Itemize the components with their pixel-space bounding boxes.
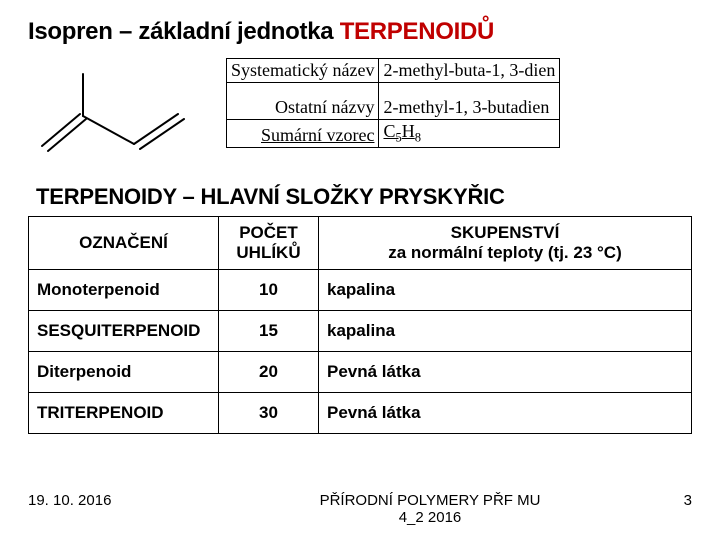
title-prefix: Isopren – základní jednotka [28, 18, 340, 45]
formula-text: C5H8 [383, 121, 421, 141]
footer-date: 19. 10. 2016 [28, 492, 208, 526]
cell-carbons: 20 [219, 352, 319, 393]
cell-name: Diterpenoid [29, 352, 219, 393]
info-row-systematic: Systematický název 2-methyl-buta-1, 3-di… [227, 59, 560, 83]
top-row: Systematický název 2-methyl-buta-1, 3-di… [28, 60, 692, 164]
cell-name: SESQUITERPENOID [29, 311, 219, 352]
table-row: TRITERPENOID 30 Pevná látka [29, 393, 692, 434]
table-header-row: OZNAČENÍ POČET UHLÍKŮ SKUPENSTVÍza normá… [29, 217, 692, 270]
terpenoid-table: OZNAČENÍ POČET UHLÍKŮ SKUPENSTVÍza normá… [28, 216, 692, 434]
cell-state: Pevná látka [319, 352, 692, 393]
info-label: Ostatní názvy [227, 83, 379, 120]
info-row-other: Ostatní názvy 2-methyl-1, 3-butadien [227, 83, 560, 120]
table-row: Diterpenoid 20 Pevná látka [29, 352, 692, 393]
cell-name: TRITERPENOID [29, 393, 219, 434]
footer-center: PŘÍRODNÍ POLYMERY PŘF MU4_2 2016 [208, 492, 652, 526]
cell-name: Monoterpenoid [29, 270, 219, 311]
col-header-state: SKUPENSTVÍza normální teploty (tj. 23 °C… [319, 217, 692, 270]
table-row: SESQUITERPENOID 15 kapalina [29, 311, 692, 352]
info-label: Sumární vzorec [227, 120, 379, 148]
page-title: Isopren – základní jednotka TERPENOIDŮ [28, 18, 692, 46]
info-label: Systematický název [227, 59, 379, 83]
info-value: C5H8 [379, 120, 560, 148]
info-value: 2-methyl-1, 3-butadien [379, 83, 560, 120]
cell-carbons: 30 [219, 393, 319, 434]
cell-state: kapalina [319, 311, 692, 352]
subtitle: TERPENOIDY – HLAVNÍ SLOŽKY PRYSKYŘIC [36, 184, 692, 210]
footer: 19. 10. 2016 PŘÍRODNÍ POLYMERY PŘF MU4_2… [0, 492, 720, 526]
info-value: 2-methyl-buta-1, 3-dien [379, 59, 560, 83]
cell-state: kapalina [319, 270, 692, 311]
footer-page: 3 [652, 492, 692, 526]
col-header-name: OZNAČENÍ [29, 217, 219, 270]
title-highlight: TERPENOIDŮ [340, 18, 494, 45]
cell-carbons: 10 [219, 270, 319, 311]
info-label-text: Sumární vzorec [261, 125, 374, 145]
info-table: Systematický název 2-methyl-buta-1, 3-di… [226, 58, 560, 148]
cell-carbons: 15 [219, 311, 319, 352]
info-row-formula: Sumární vzorec C5H8 [227, 120, 560, 148]
table-row: Monoterpenoid 10 kapalina [29, 270, 692, 311]
cell-state: Pevná látka [319, 393, 692, 434]
col-header-carbons: POČET UHLÍKŮ [219, 217, 319, 270]
isoprene-structure-icon [28, 64, 198, 164]
